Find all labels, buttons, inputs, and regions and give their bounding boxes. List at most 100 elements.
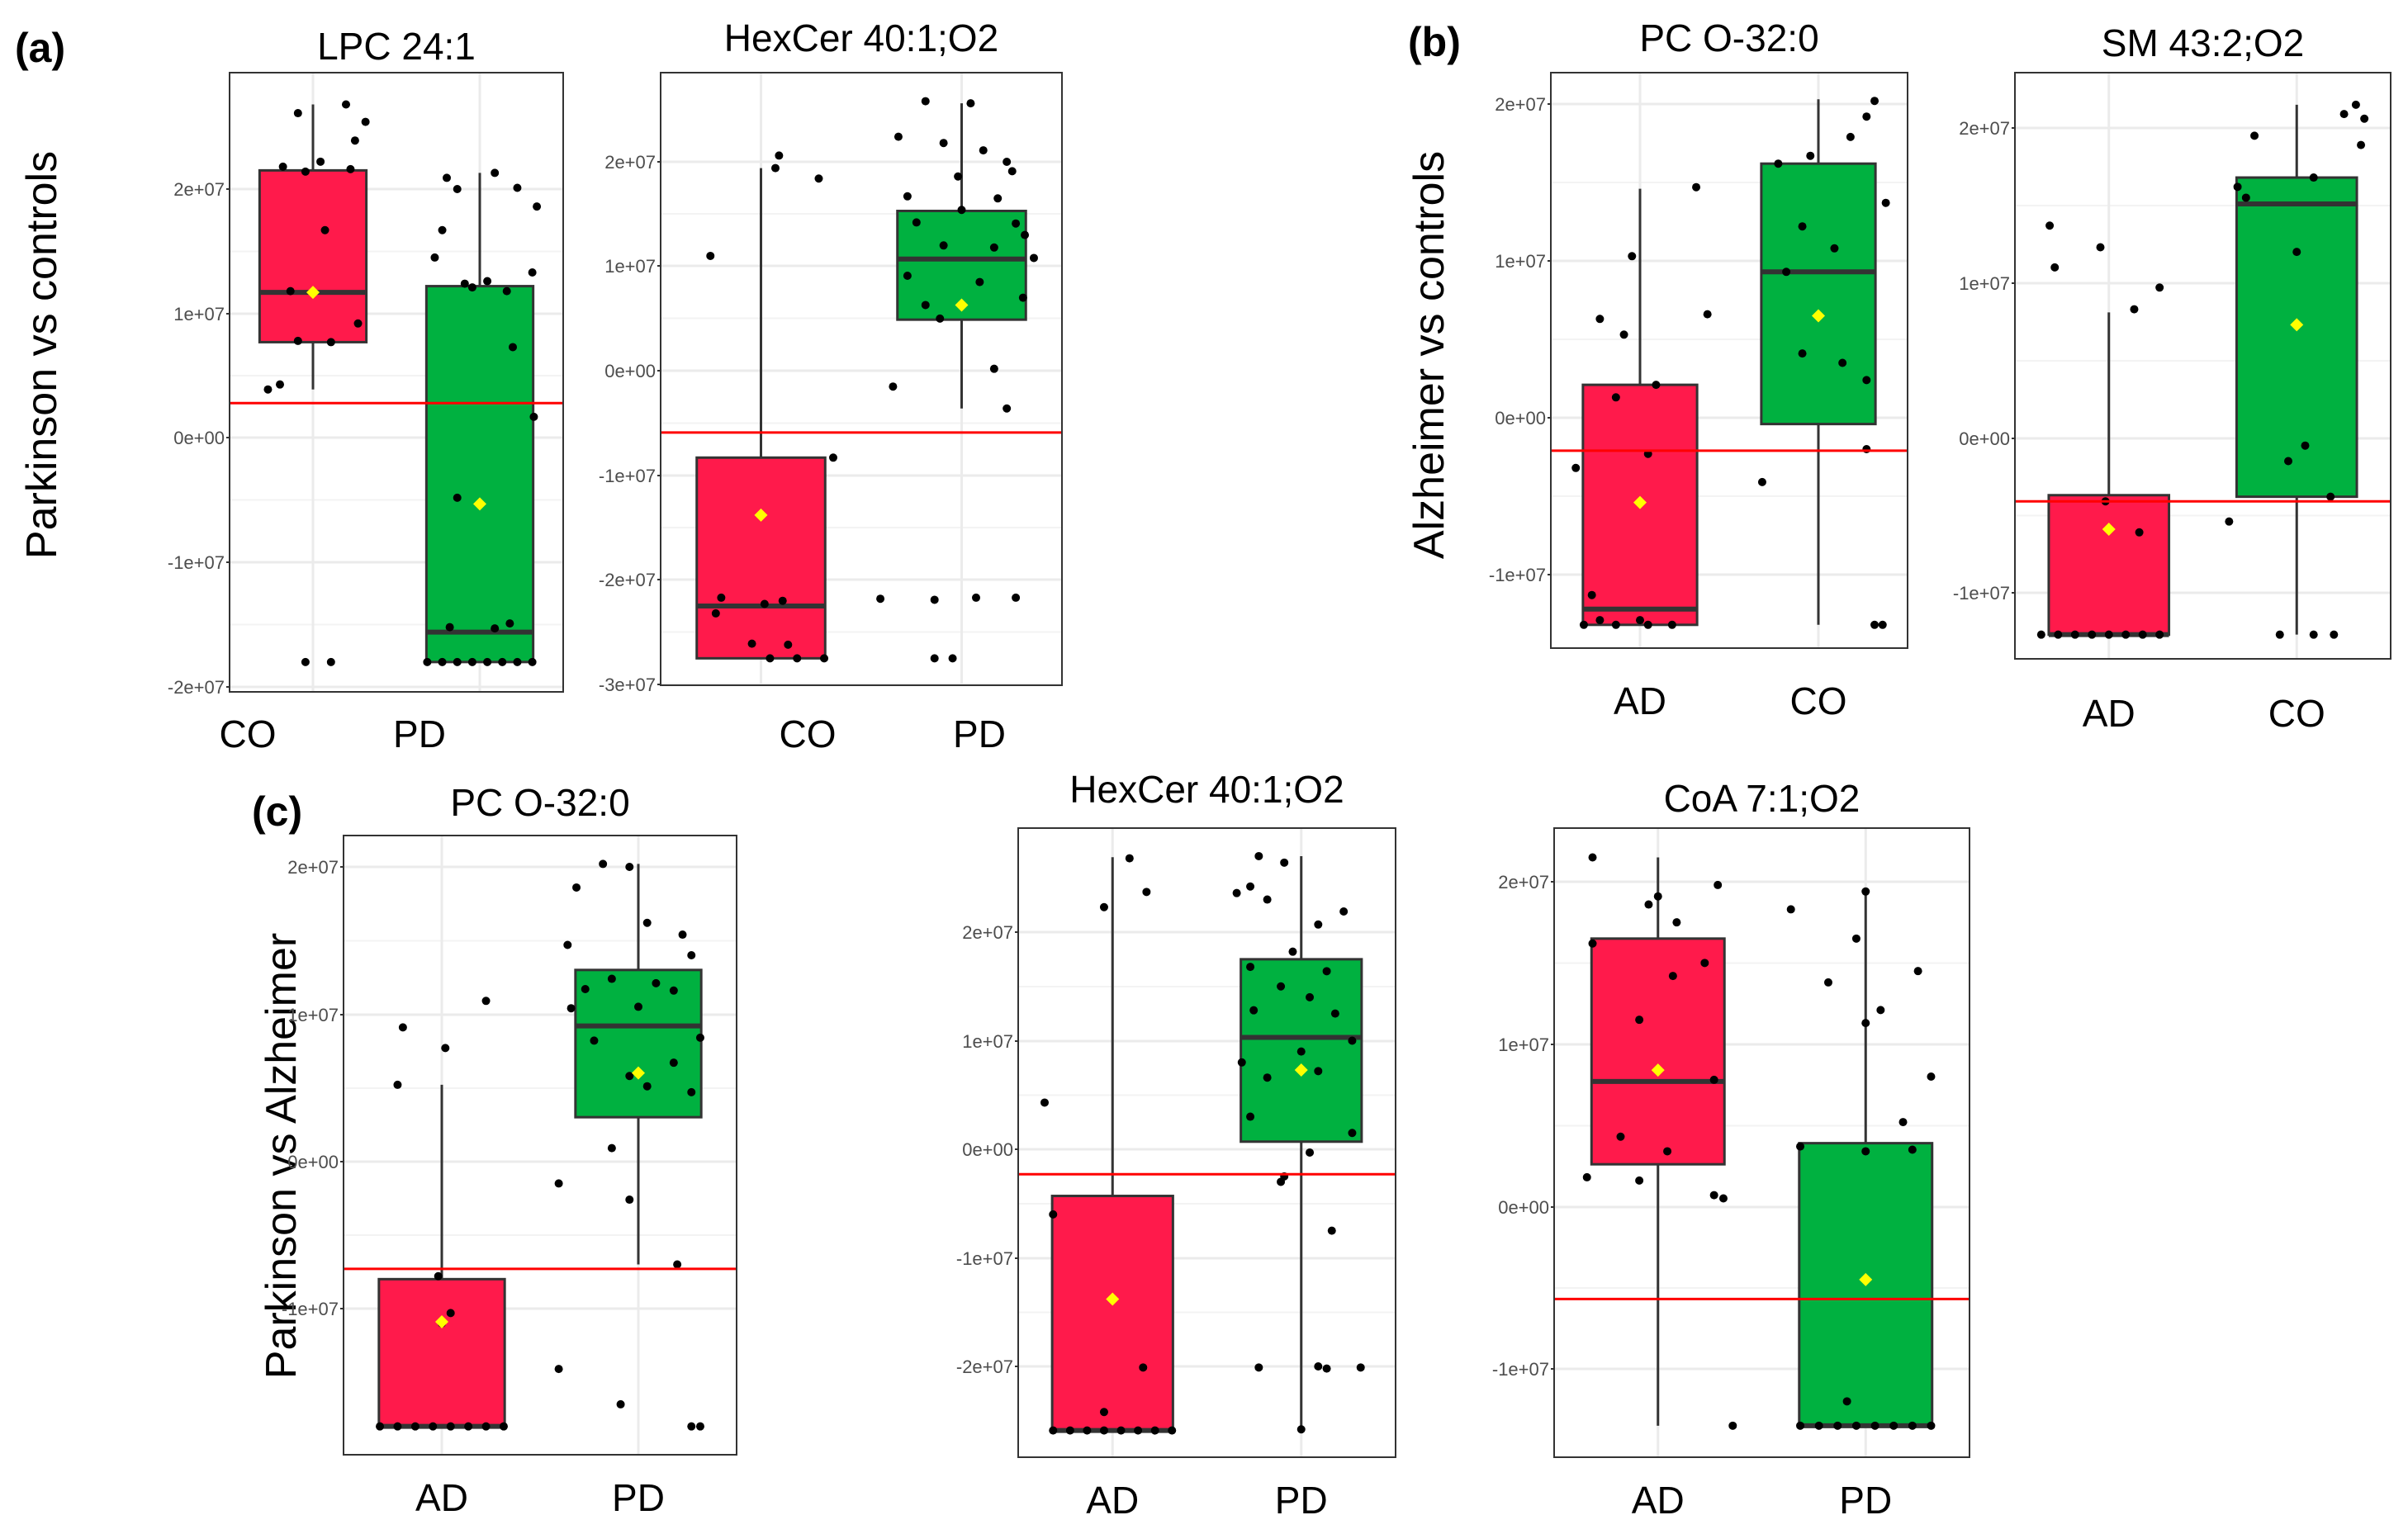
data-point [711,608,720,618]
y-tick-label: 2e+07 [287,857,339,878]
data-point [1833,1421,1842,1430]
data-point [1029,253,1038,263]
data-point [747,639,756,648]
data-point [625,863,634,871]
data-point [423,657,432,666]
data-point [1348,1036,1357,1045]
mean-marker [955,298,969,312]
y-tick-label: -1e+07 [1489,565,1546,585]
data-point [1878,620,1887,629]
data-point [1314,920,1323,929]
data-point [1099,1426,1108,1435]
data-point [1588,939,1597,948]
y-tick-label: -1e+07 [168,552,225,573]
data-point [1021,230,1030,239]
data-point [590,1036,599,1045]
data-point [278,162,287,171]
data-point [1861,1147,1870,1156]
y-tick-label: -1e+07 [1492,1359,1549,1380]
data-point [2360,114,2369,123]
data-point [1619,330,1628,339]
data-point [1846,132,1855,141]
data-point [1796,1142,1805,1151]
data-point [814,174,823,183]
data-point [1643,620,1652,629]
mean-marker [1651,1063,1665,1077]
data-point [1692,182,1701,192]
data-point [1280,858,1289,867]
y-tick-label: -3e+07 [599,675,656,695]
data-point [775,151,784,160]
data-point [784,640,793,649]
data-point [1571,463,1581,472]
data-point [1254,1363,1263,1372]
panel-label-c: (c) [252,788,302,835]
mean-marker [1294,1063,1308,1077]
data-point [1018,293,1027,302]
data-point [1830,244,1839,253]
box-plot-7: 2e+07 1e+07 0e+00 -1e+07 CoA 7:1;O2 AD PD [1492,777,1970,1522]
mean-marker [306,286,320,300]
data-point [453,493,462,502]
data-point [1870,1421,1879,1430]
mean-marker [1859,1272,1873,1286]
data-point [1339,907,1349,916]
data-point [453,185,462,193]
box-ad [2047,494,2171,637]
data-point [554,1365,563,1374]
data-point [2130,305,2139,314]
y-tick-label: -2e+07 [168,677,225,698]
data-point [566,1004,576,1013]
data-point [1306,992,1315,1001]
data-point [1667,620,1676,629]
data-point [505,619,514,628]
plot-title: PC O-32:0 [450,781,629,824]
data-point [1644,900,1653,909]
data-point [293,109,302,118]
data-point [760,599,769,608]
data-point [921,97,930,106]
data-point [1757,477,1766,486]
data-point [1851,934,1861,943]
data-point [2088,630,2097,639]
data-point [1611,393,1620,402]
data-point [438,225,447,234]
data-point [491,624,500,633]
data-point [1814,1421,1823,1430]
data-point [778,596,787,605]
data-point [554,1179,563,1188]
mean-marker [754,508,768,522]
data-point [966,99,975,108]
data-point [912,218,921,227]
data-point [1246,882,1255,891]
data-point [634,1002,642,1011]
data-point [499,1422,508,1431]
data-point [1668,972,1677,981]
data-point [2050,263,2060,272]
data-point [320,225,329,234]
mean-marker [435,1315,448,1329]
row-label-parkinson-vs-controls: Parkinson vs controls [18,151,66,559]
data-point [1237,1058,1246,1067]
x-category-label: CO [1790,679,1847,722]
data-point [445,623,454,632]
data-point [1049,1426,1058,1435]
data-point [1296,1047,1306,1056]
data-point [936,314,945,323]
y-tick-label: 2e+07 [1498,872,1549,892]
data-point [607,1143,616,1153]
data-point [2241,193,2250,202]
plot-border [1017,827,1396,1458]
y-tick-label: 1e+07 [173,304,225,324]
data-point [652,978,661,987]
data-point [1246,1112,1255,1121]
data-point [695,1033,704,1042]
data-point [1322,967,1331,976]
data-point [975,277,984,286]
data-point [1049,1210,1058,1219]
data-point [1277,1177,1286,1186]
data-point [1782,268,1791,277]
data-point [1611,620,1620,629]
data-point [903,271,912,280]
